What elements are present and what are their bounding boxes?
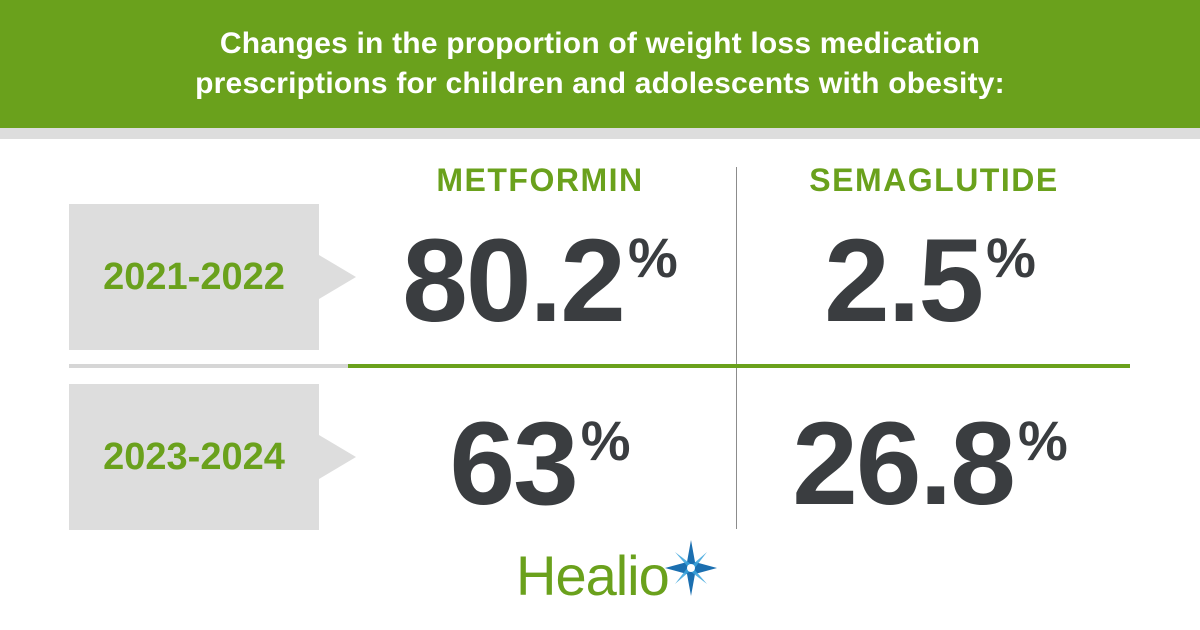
percent-sign: %: [580, 409, 631, 472]
value-metformin-2021-2022: 80.2%: [360, 222, 720, 362]
percent-sign: %: [986, 226, 1036, 289]
healio-logo: Healio: [516, 540, 717, 608]
value-metformin-2023-2024: 63%: [360, 405, 720, 545]
value-number: 80.2: [402, 215, 626, 347]
value-number: 26.8: [792, 398, 1016, 530]
value-number: 63: [449, 398, 578, 530]
period-label: 2023-2024: [103, 435, 285, 478]
header-divider: [0, 128, 1200, 139]
page-title: Changes in the proportion of weight loss…: [195, 27, 1005, 100]
row-label-2023-2024: 2023-2024: [69, 384, 356, 530]
logo-wordmark: Healio: [516, 544, 670, 607]
column-header-metformin: METFORMIN: [436, 162, 644, 198]
value-semaglutide-2021-2022: 2.5%: [750, 222, 1110, 362]
row-label-2021-2022: 2021-2022: [69, 204, 356, 350]
column-header-semaglutide: SEMAGLUTIDE: [809, 162, 1059, 198]
value-semaglutide-2023-2024: 26.8%: [750, 405, 1110, 545]
header-banner: Changes in the proportion of weight loss…: [0, 0, 1200, 128]
value-number: 2.5: [824, 215, 984, 347]
row-divider: [69, 364, 1130, 368]
period-label: 2021-2022: [103, 255, 285, 298]
column-divider: [736, 167, 737, 529]
label-arrow-shape: [69, 204, 356, 350]
label-arrow-shape: [69, 384, 356, 530]
percent-sign: %: [627, 226, 678, 289]
percent-sign: %: [1017, 409, 1068, 472]
star-burst-icon: [665, 540, 717, 596]
